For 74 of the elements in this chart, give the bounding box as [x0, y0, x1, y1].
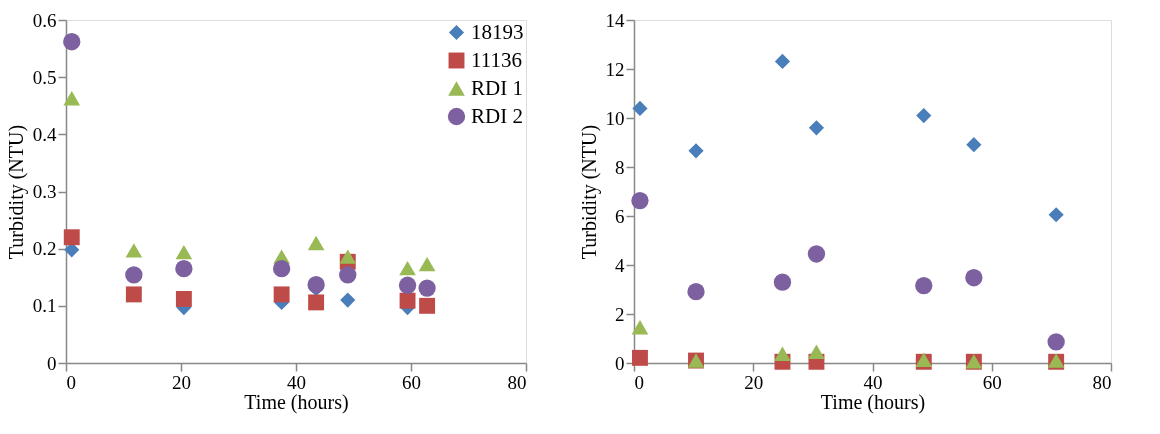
- y-tick-label: 14: [605, 9, 625, 31]
- point: [175, 244, 193, 260]
- point: [339, 249, 357, 264]
- point: [307, 276, 325, 294]
- point: [774, 346, 791, 361]
- point: [399, 260, 416, 276]
- y-axis-title: Turbidity (NTU): [577, 124, 601, 260]
- point: [125, 243, 143, 258]
- point: [339, 266, 357, 284]
- point: [966, 137, 982, 153]
- point: [63, 33, 81, 51]
- y-tick-label: 0.2: [32, 238, 57, 260]
- point: [63, 91, 81, 106]
- point: [308, 294, 325, 311]
- y-tick-label: 0.6: [32, 9, 57, 31]
- x-tick-label: 0: [634, 371, 644, 393]
- legend-label: 11136: [471, 47, 522, 72]
- point: [916, 107, 932, 124]
- point: [125, 266, 143, 284]
- x-tick-label: 20: [744, 371, 764, 393]
- legend-label: RDI 2: [471, 103, 523, 128]
- point: [632, 100, 648, 117]
- y-axis-title: Turbidity (NTU): [4, 124, 28, 260]
- point: [807, 245, 826, 263]
- y-tick-label: 0: [615, 352, 625, 374]
- point: [419, 297, 436, 314]
- point: [774, 53, 791, 69]
- y-tick-label: 0.3: [32, 181, 57, 202]
- point: [273, 286, 290, 303]
- y-tick-label: 2: [615, 303, 625, 325]
- x-tick-label: 20: [172, 371, 191, 393]
- point: [915, 276, 933, 295]
- point: [687, 283, 705, 301]
- y-tick-label: 10: [605, 107, 625, 129]
- point: [399, 292, 416, 309]
- point: [808, 344, 825, 359]
- y-tick-label: 12: [605, 58, 625, 80]
- point: [632, 349, 648, 366]
- point: [631, 320, 649, 335]
- point: [418, 279, 436, 297]
- point: [398, 276, 417, 294]
- x-tick-label: 60: [402, 371, 421, 393]
- point: [773, 273, 792, 291]
- x-axis-title: Time (hours): [820, 390, 926, 414]
- x-tick-label: 40: [287, 371, 306, 393]
- point: [965, 269, 983, 287]
- y-tick-label: 4: [615, 254, 625, 276]
- point: [1048, 207, 1064, 223]
- y-tick-label: 0.1: [32, 295, 57, 317]
- point: [418, 256, 436, 272]
- point: [272, 260, 291, 278]
- y-tick-label: 8: [615, 156, 625, 178]
- x-tick-label: 60: [982, 371, 1002, 393]
- point: [631, 191, 649, 210]
- point: [808, 120, 825, 136]
- point: [1047, 333, 1065, 351]
- point: [340, 292, 356, 308]
- legend-label: 18193: [471, 19, 524, 44]
- y-tick-label: 0: [47, 352, 57, 374]
- point: [307, 235, 325, 251]
- point: [125, 286, 142, 303]
- x-tick-label: 80: [1092, 371, 1112, 393]
- point: [63, 229, 80, 246]
- x-tick-label: 0: [66, 371, 76, 393]
- y-tick-label: 6: [615, 205, 625, 227]
- point: [175, 291, 192, 307]
- x-tick-label: 40: [863, 371, 883, 393]
- point: [175, 260, 193, 278]
- y-tick-label: 0.4: [32, 123, 57, 145]
- x-tick-label: 80: [507, 371, 527, 393]
- point: [688, 143, 704, 159]
- legend-label: RDI 1: [471, 75, 523, 100]
- y-tick-label: 0.5: [32, 66, 57, 88]
- x-axis-title: Time (hours): [244, 390, 349, 414]
